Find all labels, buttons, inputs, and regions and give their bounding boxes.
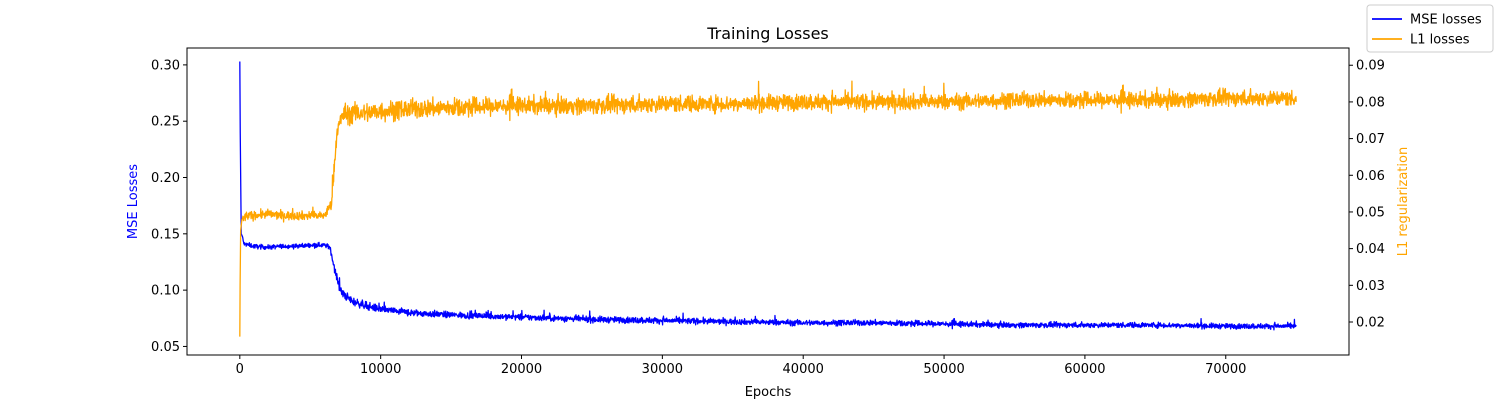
right-y-tick-label: 0.07 (1356, 132, 1385, 147)
right-y-axis: 0.02 0.03 0.04 0.05 0.06 0.07 0.08 0.09 (1349, 59, 1385, 330)
x-tick-label: 60000 (1064, 362, 1105, 377)
chart-title: Training Losses (706, 24, 829, 43)
right-y-axis-title: L1 regularization (1396, 147, 1411, 256)
x-tick-label: 30000 (642, 362, 683, 377)
x-tick-label: 70000 (1205, 362, 1246, 377)
left-y-tick-label: 0.10 (151, 284, 180, 299)
plot-frame (186, 47, 1350, 356)
legend-label: MSE losses (1410, 13, 1482, 28)
right-y-tick-label: 0.08 (1356, 95, 1385, 110)
left-y-tick-label: 0.15 (151, 227, 180, 242)
left-y-tick-label: 0.30 (151, 58, 180, 73)
legend-box (1366, 4, 1494, 53)
right-y-tick-label: 0.02 (1356, 315, 1385, 330)
series-line-l1-losses (239, 80, 1297, 337)
x-tick-label: 10000 (360, 362, 401, 377)
left-y-tick-label: 0.25 (151, 115, 180, 130)
left-y-tick-label: 0.20 (151, 171, 180, 186)
right-y-tick-label: 0.03 (1356, 279, 1385, 294)
right-y-tick-label: 0.05 (1356, 205, 1385, 220)
series-line-mse-losses (239, 61, 1297, 331)
right-y-tick-label: 0.06 (1356, 169, 1385, 184)
right-y-tick-label: 0.04 (1356, 242, 1385, 257)
x-tick-label: 20000 (501, 362, 542, 377)
right-y-tick-label: 0.09 (1356, 59, 1385, 74)
legend-label: L1 losses (1410, 33, 1470, 48)
x-tick-label: 50000 (923, 362, 964, 377)
x-tick-label: 40000 (783, 362, 824, 377)
x-tick-label: 0 (236, 362, 244, 377)
left-y-axis-title: MSE Losses (126, 164, 141, 239)
left-y-tick-label: 0.05 (151, 340, 180, 355)
series-layer (239, 61, 1297, 337)
legend: MSE losses L1 losses (1366, 4, 1494, 53)
x-axis: 0 10000 20000 30000 40000 50000 60000 70000 (236, 355, 1246, 377)
left-y-axis: 0.05 0.10 0.15 0.20 0.25 0.30 (151, 58, 187, 355)
x-axis-title: Epochs (745, 385, 792, 400)
